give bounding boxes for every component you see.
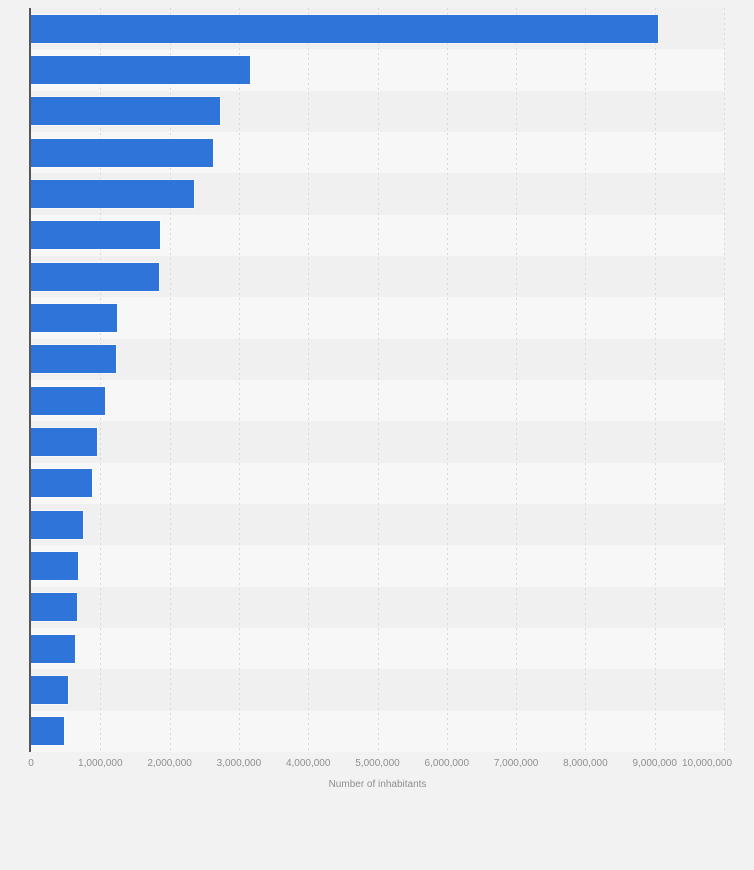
- chart-row: [31, 504, 724, 545]
- population-bar: [31, 510, 83, 539]
- population-bar: [31, 427, 97, 456]
- population-bar: [31, 551, 79, 580]
- chart-row: [31, 669, 724, 710]
- population-bar: [31, 97, 221, 126]
- population-bar: [31, 55, 250, 84]
- population-bar: [31, 634, 75, 663]
- population-bar: [31, 345, 117, 374]
- x-tick-label: 7,000,000: [493, 758, 539, 769]
- chart-row: [31, 132, 724, 173]
- chart-row: [31, 711, 724, 752]
- population-bar: [31, 593, 78, 622]
- population-bar: [31, 469, 92, 498]
- plot-area: [29, 8, 725, 752]
- chart-row: [31, 380, 724, 421]
- chart-row: [31, 297, 724, 338]
- chart-row: [31, 545, 724, 586]
- x-tick-label: 3,000,000: [216, 758, 262, 769]
- chart-row: [31, 339, 724, 380]
- x-axis-title: Number of inhabitants: [328, 779, 427, 790]
- x-tick-label: 9,000,000: [632, 758, 677, 769]
- x-axis-tick-labels: 0 1,000,000 2,000,000 3,000,000 4,000,000 5,0…: [28, 758, 732, 772]
- x-tick-label: 6,000,000: [424, 758, 470, 769]
- y-axis-line: [29, 8, 31, 752]
- chart-row: [31, 8, 724, 49]
- chart-row: [31, 173, 724, 214]
- x-tick-label: 1,000,000: [78, 758, 123, 769]
- population-bar: [31, 386, 106, 415]
- x-tick-label: 10,000,000: [681, 758, 733, 769]
- population-bar: [31, 221, 160, 250]
- chart-row: [31, 215, 724, 256]
- chart-row: [31, 256, 724, 297]
- x-tick-label: 0: [28, 758, 34, 769]
- gridline: [724, 8, 725, 752]
- population-bar: [31, 675, 68, 704]
- chart-row: [31, 49, 724, 90]
- x-tick-label: 4,000,000: [285, 758, 331, 769]
- population-bar: [31, 303, 117, 332]
- chart-row: [31, 421, 724, 462]
- population-bar: [31, 262, 159, 291]
- x-tick-label: 8,000,000: [563, 758, 608, 769]
- bar-series: [31, 8, 724, 752]
- population-bar: [31, 179, 194, 208]
- chart-row: [31, 628, 724, 669]
- population-bar: [31, 138, 214, 167]
- chart-row: [31, 463, 724, 504]
- population-bar: [31, 717, 65, 746]
- chart-row: [31, 91, 724, 132]
- chart-row: [31, 587, 724, 628]
- population-bar: [31, 14, 659, 43]
- x-tick-label: 2,000,000: [147, 758, 192, 769]
- x-tick-label: 5,000,000: [355, 758, 400, 769]
